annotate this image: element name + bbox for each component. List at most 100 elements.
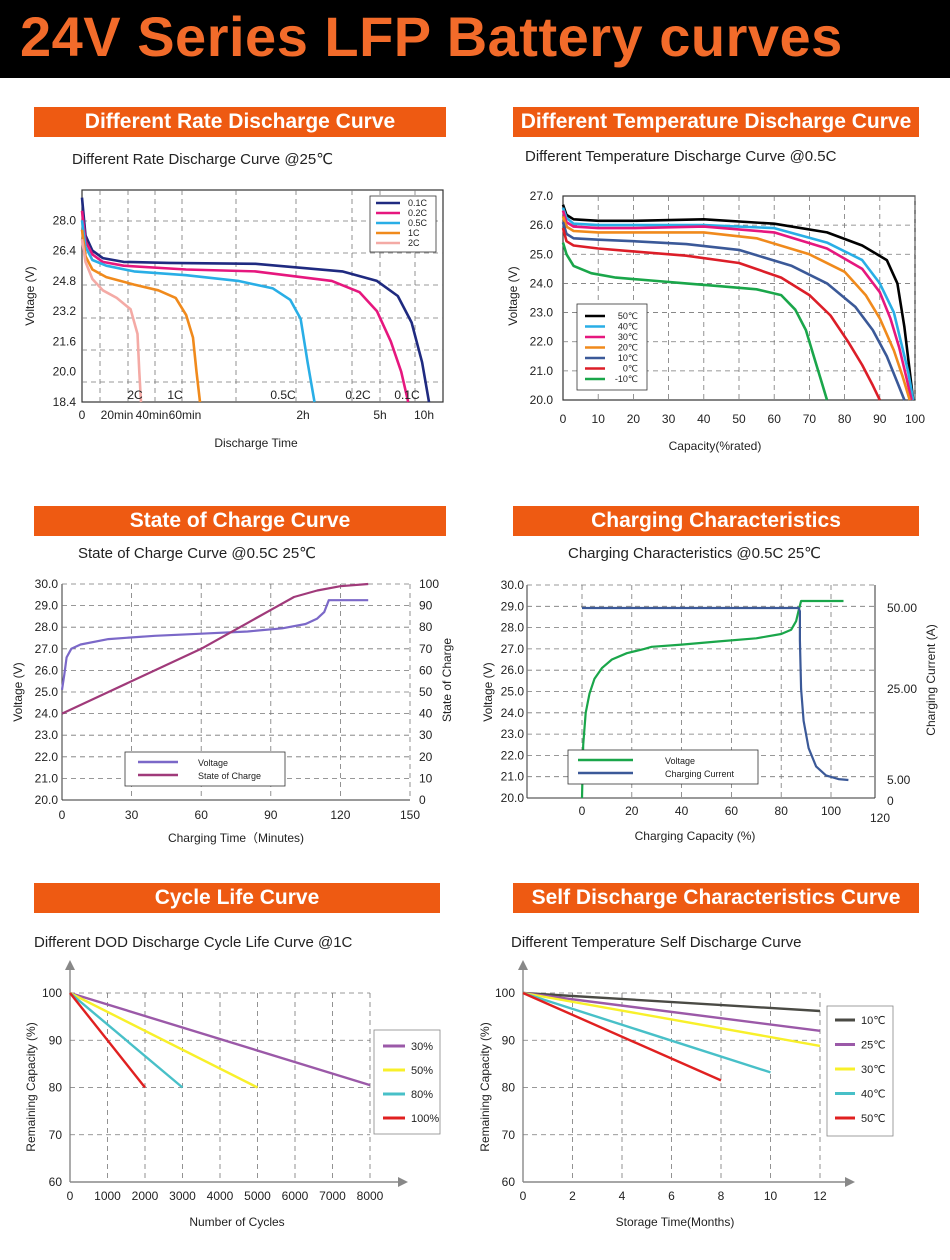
series-line — [80, 220, 316, 403]
y-tick-label: 22.0 — [501, 748, 525, 762]
chart-panel-state-of-charge: State of Charge Curve State of Charge Cu… — [0, 490, 475, 870]
y-tick-label: 60 — [49, 1175, 63, 1189]
series-line — [61, 582, 369, 715]
x-tick-label: 80 — [775, 804, 789, 818]
x-axis-label: Number of Cycles — [189, 1215, 284, 1229]
y-tick-label: 27.0 — [501, 642, 525, 656]
x-axis-label: Discharge Time — [214, 436, 298, 450]
chart-header: Different Temperature Discharge Curve — [513, 107, 919, 137]
series-line — [69, 991, 371, 1087]
series-line — [522, 991, 821, 1013]
y-tick-label: 26.0 — [530, 218, 554, 232]
chart-title: Different DOD Discharge Cycle Life Curve… — [34, 934, 353, 951]
x-tick-label: 10 — [764, 1189, 778, 1203]
x-tick-label: 40min — [136, 408, 169, 422]
series-line — [522, 991, 722, 1082]
series-line — [561, 221, 906, 401]
legend-label: State of Charge — [198, 771, 261, 781]
y-tick-label: 100 — [42, 986, 62, 1000]
y2-tick-label: 60 — [419, 663, 433, 677]
y-tick-label: 30.0 — [35, 577, 59, 591]
y-tick-label: 28.0 — [501, 621, 525, 635]
x-axis-label: Charging Time（Minutes) — [168, 831, 304, 845]
y-tick-label: 20.0 — [530, 393, 554, 407]
series-line — [80, 229, 202, 403]
legend-label: 1C — [408, 228, 420, 238]
series-line — [69, 992, 146, 1089]
x-tick-label: 3000 — [169, 1189, 196, 1203]
series-line — [522, 991, 821, 1048]
y-tick-label: 24.0 — [530, 276, 554, 290]
y-axis-label: Remaining Capacity (%) — [478, 1022, 492, 1151]
y-tick-label: 24.8 — [53, 274, 77, 288]
x-tick-label: 60 — [195, 808, 209, 822]
x-tick-label: 0 — [579, 804, 586, 818]
legend-label: 40℃ — [861, 1089, 886, 1101]
x-tick-label: 0 — [560, 412, 567, 426]
x-axis-label: Storage Time(Months) — [616, 1215, 735, 1229]
y2-tick-label: 80 — [419, 620, 433, 634]
y2-tick-label: 40 — [419, 707, 433, 721]
chart-header: State of Charge Curve — [34, 506, 446, 536]
x-axis-arrow — [845, 1177, 855, 1187]
x-tick-label: 0 — [520, 1189, 527, 1203]
chart-panel-temperature-discharge: Different Temperature Discharge Curve Di… — [475, 90, 950, 470]
chart-header: Self Discharge Characteristics Curve — [513, 883, 919, 913]
legend-label: 25℃ — [861, 1040, 886, 1052]
legend-label: Charging Current — [665, 769, 735, 779]
chart-panel-self-discharge: Self Discharge Characteristics Curve Dif… — [475, 870, 950, 1250]
y-tick-label: 80 — [49, 1081, 63, 1095]
series-line — [561, 215, 911, 401]
y-tick-label: 29.0 — [35, 599, 59, 613]
y-axis-arrow — [65, 960, 75, 970]
legend-label: 2C — [408, 238, 420, 248]
x-tick-label: 60min — [169, 408, 202, 422]
y2-tick-label: 5.00 — [887, 773, 911, 787]
y-tick-label: 70 — [502, 1128, 516, 1142]
series-line — [80, 210, 410, 403]
legend-label: Voltage — [198, 758, 228, 768]
chart-rate-discharge: 28.0 26.4 24.8 23.2 21.6 20.0 18.40 20min 40min 6… — [23, 189, 444, 450]
y-tick-label: 26.0 — [35, 663, 59, 677]
chart-charging-characteristics: 30.0 29.0 28.0 27.0 26.0 25.0 24.0 23.0 22.0 21.0… — [481, 578, 938, 843]
series-line — [80, 239, 143, 403]
x-tick-label: 10 — [592, 412, 606, 426]
legend-label: 20℃ — [618, 343, 638, 353]
y2-tick-label: 50.00 — [887, 601, 917, 615]
y-tick-label: 21.0 — [501, 770, 525, 784]
x-tick-label: 10h — [414, 408, 434, 422]
chart-header: Different Rate Discharge Curve — [34, 107, 446, 137]
x-axis-label: Capacity(%rated) — [669, 439, 762, 453]
y-tick-label: 28.0 — [35, 620, 59, 634]
series-line — [561, 242, 829, 401]
y-tick-label: 26.4 — [53, 244, 77, 258]
y-tick-label: 24.0 — [501, 706, 525, 720]
curve-annotation: 2C — [127, 388, 143, 402]
legend-box — [124, 751, 286, 787]
x-tick-label: 12 — [813, 1189, 827, 1203]
y-tick-label: 23.0 — [35, 728, 59, 742]
y-tick-label: 60 — [502, 1175, 516, 1189]
x-tick-label: 7000 — [319, 1189, 346, 1203]
curve-annotation: 0.1C — [394, 388, 420, 402]
y-axis-label: Voltage (V) — [11, 662, 25, 721]
chart-title: Different Temperature Discharge Curve @0… — [525, 148, 837, 165]
chart-header: Charging Characteristics — [513, 506, 919, 536]
y2-tick-label: 50 — [419, 685, 433, 699]
x-tick-label: 6000 — [282, 1189, 309, 1203]
y2-tick-label: 20 — [419, 750, 433, 764]
y-tick-label: 20.0 — [501, 791, 525, 805]
x-tick-label: 40 — [697, 412, 711, 426]
x-tick-label: 80 — [838, 412, 852, 426]
legend-label: 0℃ — [623, 364, 638, 374]
y-tick-label: 25.0 — [530, 247, 554, 261]
curve-annotation: 1C — [167, 388, 183, 402]
y-tick-label: 30.0 — [501, 578, 525, 592]
legend-label: 10℃ — [861, 1015, 886, 1027]
x-tick-label: 5h — [373, 408, 386, 422]
x-tick-label: 4000 — [207, 1189, 234, 1203]
y-tick-label: 24.0 — [35, 707, 59, 721]
x-tick-label: 120 — [870, 811, 890, 825]
series-line — [561, 204, 915, 401]
legend-label: 0.2C — [408, 208, 428, 218]
